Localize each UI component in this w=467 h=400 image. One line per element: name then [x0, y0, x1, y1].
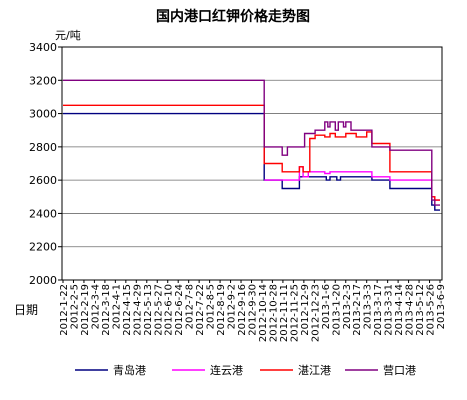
x-tick-label: 2013-2-17 — [352, 284, 363, 336]
x-tick-label: 2012-3-18 — [101, 284, 112, 336]
x-tick-label: 2012-11-25 — [289, 284, 300, 342]
y-tick-label: 2400 — [29, 207, 57, 220]
x-tick-label: 2013-1-20 — [331, 284, 342, 336]
x-tick-label: 2012-8-19 — [216, 284, 227, 336]
x-tick-label: 2012-6-10 — [164, 284, 175, 336]
x-tick-label: 2012-5-27 — [153, 284, 164, 336]
y-tick-label: 3000 — [29, 108, 57, 121]
x-tick-label: 2013-4-14 — [394, 284, 405, 336]
y-tick-label: 2000 — [29, 274, 57, 287]
x-tick-label: 2012-3-4 — [90, 284, 101, 329]
x-tick-label: 2012-5-13 — [143, 284, 154, 336]
x-tick-label: 2012-7-8 — [185, 284, 196, 329]
x-tick-label: 2012-9-30 — [248, 284, 259, 336]
series-line-3 — [63, 104, 440, 201]
legend-label-4: 营口港 — [383, 363, 416, 377]
x-tick-label: 2012-12-23 — [310, 284, 321, 342]
legend-label-1: 青岛港 — [113, 363, 146, 377]
plot-border — [61, 46, 443, 281]
x-axis-label: 日期 — [14, 303, 38, 317]
x-tick-label: 2013-6-9 — [436, 284, 447, 329]
legend-label-3: 湛江港 — [298, 364, 331, 377]
x-tick-label: 2012-2-19 — [80, 284, 91, 336]
x-tick-label: 2012-4-1 — [111, 284, 122, 329]
x-tick-label: 2012-10-28 — [268, 284, 279, 342]
x-tick-label: 2012-1-22 — [59, 284, 70, 336]
x-tick-label: 2012-4-29 — [132, 284, 143, 336]
x-tick-label: 2012-2-5 — [69, 284, 80, 329]
x-tick-label: 2013-3-31 — [384, 284, 395, 336]
x-tick-label: 2012-12-9 — [300, 284, 311, 336]
x-tick-label: 2012-9-16 — [237, 284, 248, 336]
y-tick-label: 3400 — [29, 41, 57, 54]
x-tick-label: 2013-5-12 — [415, 284, 426, 336]
x-tick-label: 2013-3-3 — [363, 284, 374, 329]
x-tick-label: 2013-1-6 — [321, 284, 332, 329]
x-tick-label: 2013-4-28 — [405, 284, 416, 336]
x-tick-label: 2012-8-5 — [206, 284, 217, 329]
legend-label-2: 连云港 — [210, 364, 243, 377]
x-tick-label: 2012-6-24 — [174, 284, 185, 336]
y-tick-label: 3200 — [29, 74, 57, 87]
x-tick-label: 2013-2-3 — [342, 284, 353, 329]
x-tick-label: 2012-9-2 — [227, 284, 238, 329]
y-tick-label: 2200 — [29, 241, 57, 254]
x-tick-label: 2013-5-26 — [426, 284, 437, 336]
chart-title: 国内港口红钾价格走势图 — [156, 8, 310, 25]
series-line-4 — [63, 79, 440, 206]
x-tick-label: 2012-4-15 — [122, 284, 133, 336]
plot-frame — [61, 46, 443, 281]
x-tick-label: 2012-11-11 — [279, 284, 290, 342]
y-tick-label: 2600 — [29, 174, 57, 187]
y-tick-label: 2800 — [29, 141, 57, 154]
x-tick-label: 2013-3-17 — [373, 284, 384, 336]
legend: 青岛港 连云港 湛江港 营口港 — [75, 363, 416, 377]
y-axis-unit-label: 元/吨 — [55, 29, 81, 42]
plot-area: 2000 2200 2400 2600 2800 3000 3200 3400 2012-1-2… — [29, 41, 447, 342]
x-tick-label: 2012-10-14 — [258, 284, 269, 342]
x-tick-label: 2012-7-22 — [195, 284, 206, 336]
